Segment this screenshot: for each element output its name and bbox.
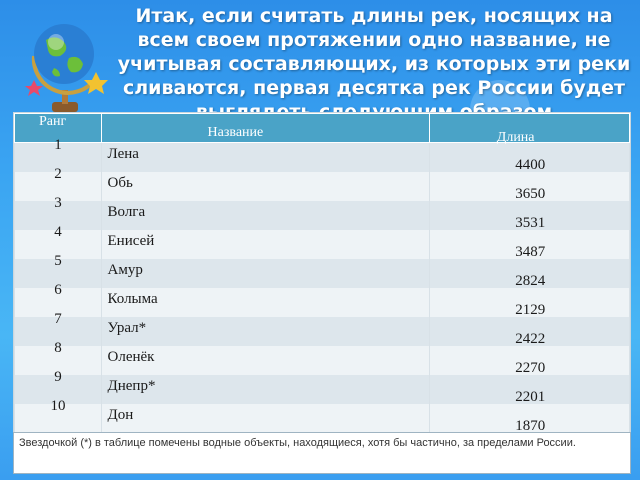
header-name: Название: [100, 113, 431, 143]
table-row: 5 Амур 2824: [14, 253, 630, 289]
page-title: Итак, если считать длины рек, носящих на…: [117, 5, 631, 123]
table-row: 6 Колыма 2129: [14, 282, 630, 318]
rank-cell: 3: [54, 195, 62, 211]
table-row: 7 Урал* 2422: [14, 311, 630, 347]
length-cell: 3650: [515, 186, 546, 202]
rank-cell: 8: [54, 340, 62, 356]
rivers-table: Ранг Название Длина 1 Лена 4400 2 Обь 36…: [13, 112, 631, 434]
table-row: 9 Днепр* 2201: [14, 369, 630, 405]
length-cell: 3487: [515, 244, 546, 260]
length-cell: 2129: [515, 302, 546, 318]
name-cell: Оленёк: [107, 349, 155, 365]
rank-cell: 6: [54, 282, 62, 298]
table-row: 3 Волга 3531: [14, 195, 630, 231]
table-row: 8 Оленёк 2270: [14, 340, 630, 376]
length-cell: 2270: [515, 360, 546, 376]
length-cell: 2422: [515, 331, 546, 347]
table-row: 4 Енисей 3487: [14, 224, 630, 260]
table-row: 1 Лена 4400: [14, 137, 630, 173]
rank-cell: 10: [50, 398, 66, 414]
footnote: Звездочкой (*) в таблице помечены водные…: [13, 432, 631, 474]
name-cell: Днепр*: [107, 378, 156, 394]
header-rank: Ранг: [14, 113, 102, 143]
rank-cell: 1: [54, 137, 62, 153]
name-cell: Дон: [107, 407, 134, 423]
table-row: 10 Дон 1870: [14, 398, 630, 434]
name-cell: Волга: [107, 204, 146, 220]
name-cell: Енисей: [107, 233, 155, 249]
length-cell: 2824: [515, 273, 546, 289]
name-cell: Амур: [107, 262, 143, 278]
length-cell: 1870: [515, 418, 546, 434]
name-cell: Лена: [107, 146, 139, 162]
header-length: Длина: [429, 113, 630, 145]
name-cell: Урал*: [107, 320, 147, 336]
rank-cell: 9: [54, 369, 62, 385]
length-cell: 3531: [515, 215, 546, 231]
name-cell: Обь: [107, 175, 133, 191]
name-cell: Колыма: [107, 291, 158, 307]
rank-cell: 7: [54, 311, 62, 327]
length-cell: 2201: [515, 389, 546, 405]
rank-cell: 4: [54, 224, 62, 240]
length-cell: 4400: [515, 157, 546, 173]
table-row: 2 Обь 3650: [14, 166, 630, 202]
table-header-row: Ранг Название Длина: [14, 113, 630, 145]
rank-cell: 2: [54, 166, 62, 182]
globe-icon: [25, 24, 108, 112]
rank-cell: 5: [54, 253, 62, 269]
